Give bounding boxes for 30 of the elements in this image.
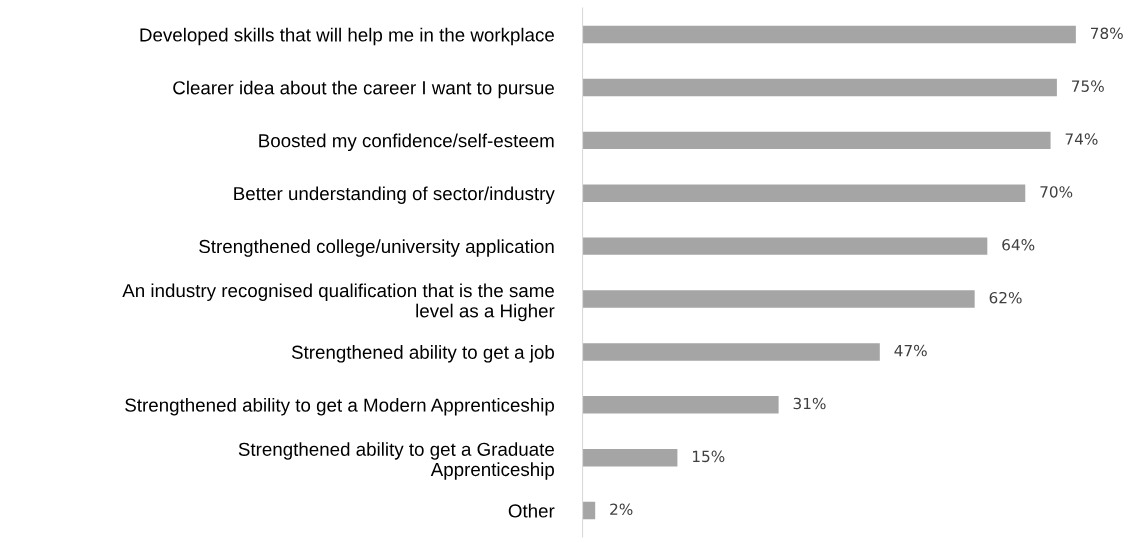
y-tick-label: Boosted my confidence/self-esteem xyxy=(259,133,554,152)
bar xyxy=(582,131,1051,150)
data-label: 74% xyxy=(1065,133,1098,145)
bar xyxy=(582,237,988,255)
bar xyxy=(582,343,880,361)
y-tick-label: Strengthened college/university application xyxy=(199,239,554,257)
data-label: 75% xyxy=(1072,80,1104,92)
y-tick-label: Strengthened ability to get a Modern Apprenticeship xyxy=(125,398,555,416)
data-label: 64% xyxy=(1002,239,1035,251)
bar xyxy=(582,290,975,308)
data-label: 47% xyxy=(894,344,927,357)
data-label: 78% xyxy=(1091,27,1123,40)
y-tick-label: Strengthened ability to get a Graduate Apprenticeship xyxy=(238,442,554,480)
data-label: 15% xyxy=(692,450,725,463)
bar xyxy=(582,25,1076,44)
bar xyxy=(582,78,1057,97)
bar xyxy=(582,448,678,467)
y-tick-label: Clearer idea about the career I want to pursue xyxy=(173,80,554,99)
y-tick-label: Developed skills that will help me in the workplace xyxy=(140,27,554,46)
y-tick-label: An industry recognised qualification that is the same level as a Higher xyxy=(122,283,555,322)
y-tick-label: Strengthened ability to get a job xyxy=(291,345,554,363)
bar xyxy=(582,184,1026,202)
bar xyxy=(582,501,596,520)
y-tick-label: Better understanding of sector/industry xyxy=(234,186,555,204)
data-label: 70% xyxy=(1040,186,1073,198)
data-label: 31% xyxy=(793,397,826,410)
data-label: 62% xyxy=(989,291,1022,304)
y-tick-label: Other xyxy=(508,503,555,518)
data-label: 2% xyxy=(610,503,633,516)
bar xyxy=(582,396,779,414)
